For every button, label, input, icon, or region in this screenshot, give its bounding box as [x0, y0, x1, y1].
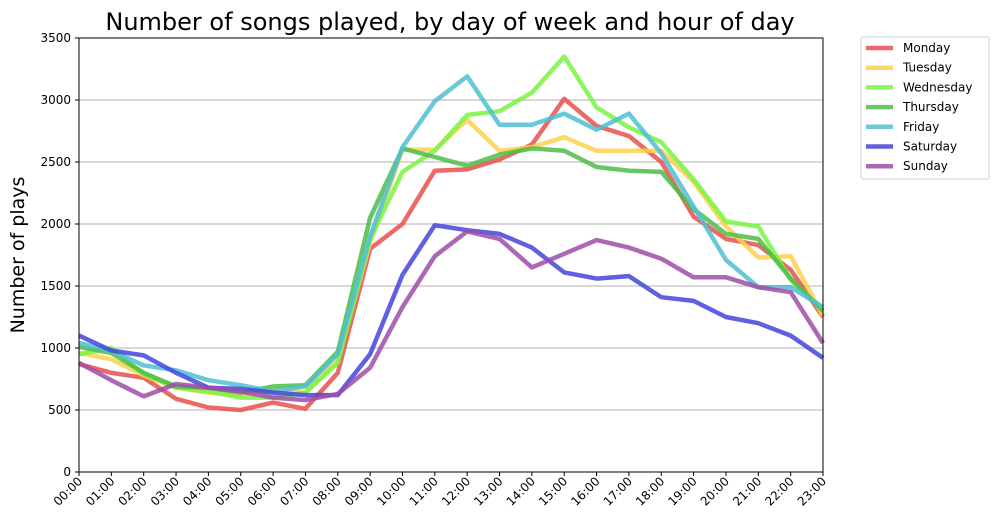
legend-label-tuesday: Tuesday [902, 61, 952, 75]
x-tick-label: 04:00 [180, 474, 214, 508]
series-line-wednesday [78, 54, 825, 400]
x-tick-label: 16:00 [568, 474, 602, 508]
legend: Monday Tuesday Wednesday Thursday Friday Satu… [860, 36, 990, 180]
legend-label-wednesday: Wednesday [903, 80, 972, 94]
legend-label-monday: Monday [903, 41, 950, 55]
x-tick-label: 23:00 [795, 474, 829, 508]
gridlines [79, 99, 823, 411]
legend-label-saturday: Saturday [903, 140, 957, 154]
x-tick-label: 19:00 [665, 474, 699, 508]
y-tick-label: 3000 [40, 93, 71, 107]
y-tick-label: 2000 [40, 217, 71, 231]
x-tick-label: 21:00 [730, 474, 764, 508]
y-tick-label: 1000 [40, 341, 71, 355]
x-tick-label: 09:00 [342, 474, 376, 508]
x-tick-label: 14:00 [504, 474, 538, 508]
x-tick-label: 06:00 [245, 474, 279, 508]
x-tick-label: 13:00 [471, 474, 505, 508]
legend-label-thursday: Thursday [902, 100, 959, 114]
series-line-saturday [78, 222, 825, 398]
legend-label-sunday: Sunday [903, 159, 948, 173]
legend-box [860, 36, 990, 180]
series-lines [77, 54, 825, 413]
x-tick-label: 05:00 [212, 474, 246, 508]
x-tick-label: 01:00 [83, 474, 117, 508]
x-tick-label: 12:00 [439, 474, 473, 508]
series-line-thursday [78, 146, 825, 395]
x-tick-label: 03:00 [148, 474, 182, 508]
series-line-sunday [77, 229, 825, 403]
y-tick-label: 500 [48, 403, 71, 417]
y-axis-label: Number of plays [7, 177, 29, 334]
series-line-monday [78, 96, 825, 413]
x-tick-label: 17:00 [601, 474, 635, 508]
chart-title: Number of songs played, by day of week a… [105, 8, 794, 36]
y-tick-label: 1500 [40, 279, 71, 293]
y-tick-label: 0 [63, 465, 71, 479]
x-tick-label: 20:00 [698, 474, 732, 508]
x-tick-label: 22:00 [762, 474, 796, 508]
x-tick-label: 10:00 [374, 474, 408, 508]
x-tick-label: 00:00 [51, 474, 85, 508]
legend-label-friday: Friday [903, 120, 939, 134]
plot-area-frame [78, 37, 824, 473]
x-tick-label: 18:00 [633, 474, 667, 508]
series-line-friday [78, 74, 825, 394]
x-tick-label: 02:00 [115, 474, 149, 508]
y-tick-label: 2500 [40, 155, 71, 169]
x-tick-label: 07:00 [277, 474, 311, 508]
x-tick-label: 11:00 [407, 474, 441, 508]
x-tick-label: 08:00 [310, 474, 344, 508]
x-tick-label: 15:00 [536, 474, 570, 508]
y-tick-label: 3500 [40, 31, 71, 45]
